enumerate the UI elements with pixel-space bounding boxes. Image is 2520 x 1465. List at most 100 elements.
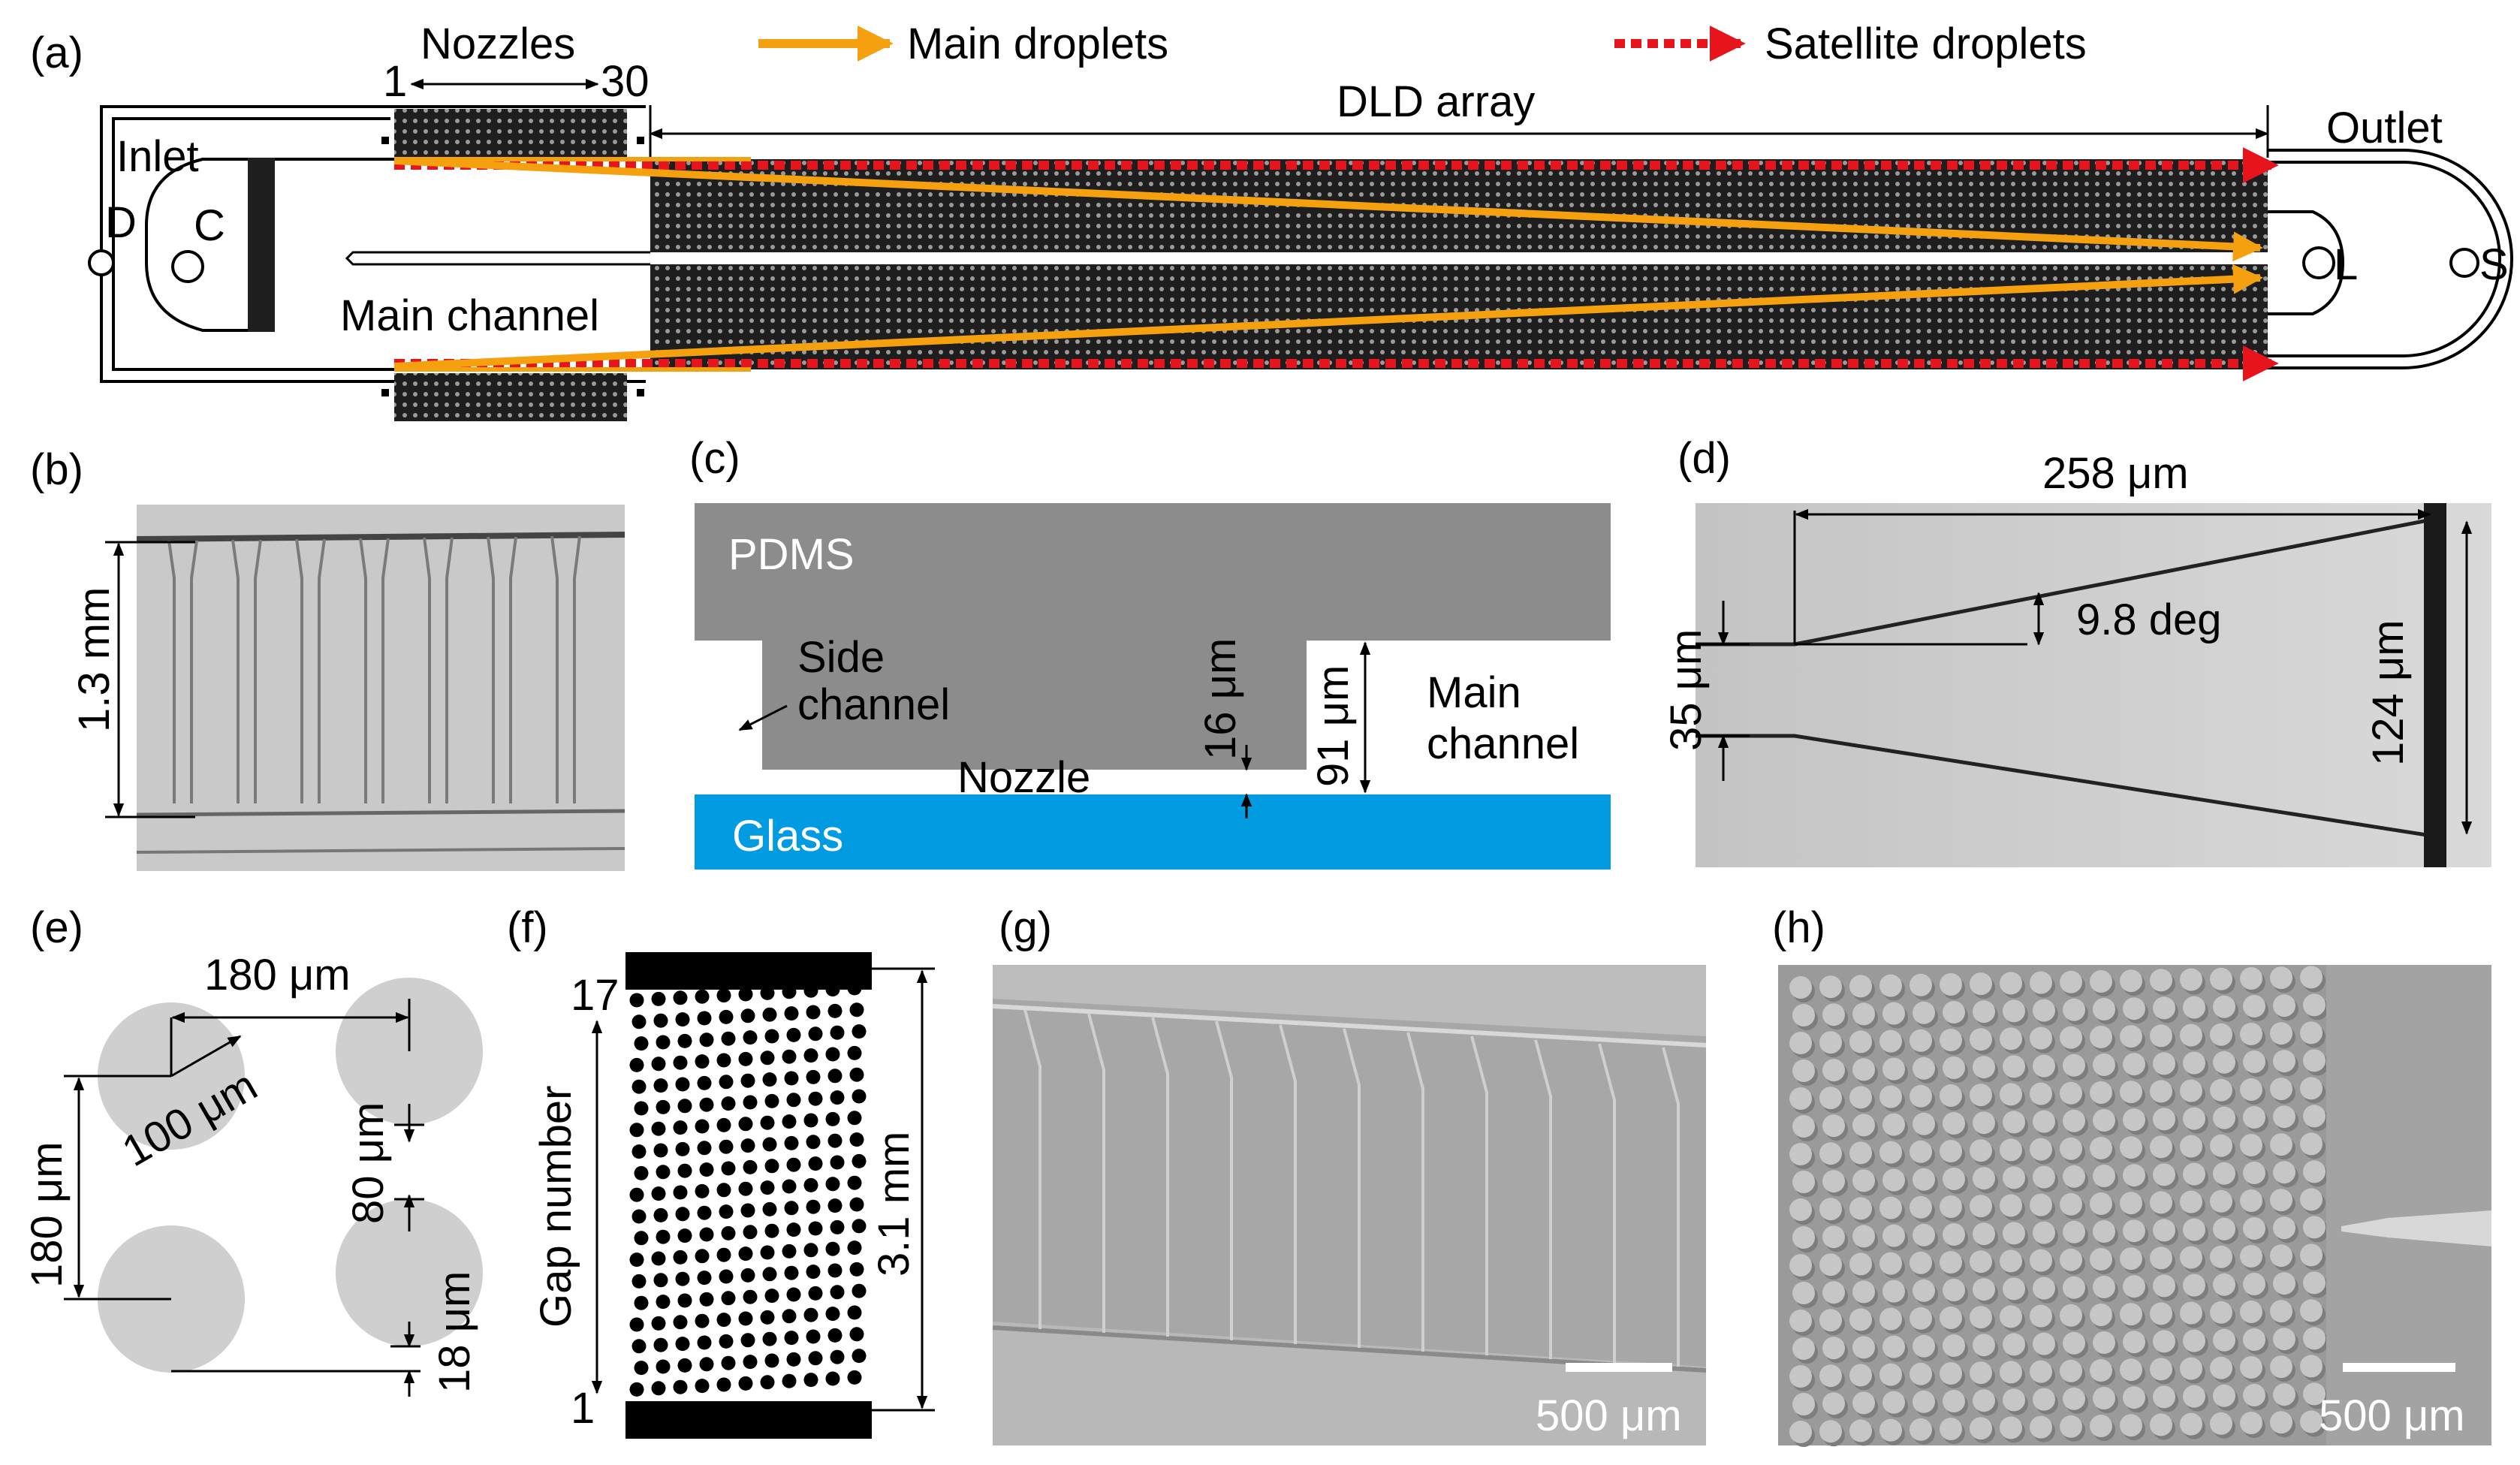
sem-pillar (1792, 1393, 1815, 1415)
pillar-dot (632, 1014, 647, 1029)
pillar-dot (803, 1048, 818, 1063)
sem-pillar (1910, 1084, 1932, 1108)
nozzle-marker (381, 389, 389, 396)
pitch-x-label: 180 μm (204, 951, 351, 999)
pillar-dot (784, 1006, 799, 1021)
sem-pillar (2120, 1247, 2142, 1271)
sem-pillar (1852, 1002, 1875, 1026)
sem-pillar (2063, 1331, 2085, 1355)
sem-pillar (1970, 972, 1992, 996)
pillar-dot (738, 1117, 753, 1132)
pdms-layer (695, 503, 1611, 770)
port-c-label: C (194, 201, 225, 250)
sem-pillar (2150, 1358, 2172, 1381)
pillar-dot (849, 1132, 864, 1147)
sem-pillar (2003, 1333, 2025, 1356)
pillar-dot (695, 989, 710, 1004)
pillar-dot (716, 1053, 731, 1068)
sem-pillar (2270, 1189, 2292, 1212)
sem-pillar (1882, 1280, 1905, 1303)
sem-pillar (1973, 1111, 1995, 1135)
offset-label: 18 μm (430, 1271, 479, 1393)
pillar-dot (695, 1249, 710, 1264)
sem-pillar (1943, 1001, 1965, 1023)
sem-pillar (2300, 1021, 2323, 1044)
sem-pillar (2210, 1134, 2232, 1157)
pillar-dot (830, 1155, 845, 1170)
nozzle-array-top (394, 109, 627, 157)
sem-pillar (1913, 1334, 1935, 1358)
channel-edge-top (136, 532, 625, 542)
pillar-dot (784, 1135, 799, 1150)
sem-pillar (1970, 1361, 1992, 1385)
side-channel-label-1: Side (797, 633, 885, 682)
main-droplet-trajectory-bottom (393, 264, 2263, 370)
sem-pillar (1940, 1195, 1962, 1218)
pillar-dot (803, 1307, 818, 1322)
pillar-dot (699, 1162, 714, 1177)
sem-pillar (2243, 1051, 2265, 1073)
sem-pillar (2300, 1243, 2323, 1267)
port-c-circle (171, 250, 204, 283)
sem-pillar (1792, 1115, 1815, 1138)
sem-pillar (2243, 1384, 2265, 1406)
sem-pillar (2210, 1356, 2232, 1379)
pillar-dot (825, 1047, 840, 1062)
sem-pillar (2030, 1026, 2052, 1050)
pillar-dot (653, 1207, 668, 1222)
sem-pillar (2063, 998, 2085, 1021)
sem-pillar (1879, 1196, 1902, 1219)
pillar-dot (827, 1198, 843, 1213)
sem-pillar (1879, 1085, 1902, 1108)
pillar-dot (721, 1225, 736, 1240)
sem-pillar (2150, 1413, 2172, 1436)
sem-pillar (1970, 1250, 1992, 1274)
sem-pillar (2003, 999, 2025, 1023)
pillar-dot (803, 1243, 818, 1258)
pillar-dot (695, 1313, 710, 1328)
pillar-dot (656, 1165, 671, 1180)
sem-pillar (2060, 1137, 2082, 1160)
sem-pillar (2240, 1023, 2262, 1045)
sem-pillar (2123, 1164, 2145, 1187)
pillar-dot (764, 1093, 779, 1108)
sem-pillar (2000, 1083, 2022, 1106)
panel-e: (e) 180 μm 100 μm 180 μm 80 μm 18 μm (23, 903, 483, 1397)
sem-pillar (1789, 1087, 1812, 1110)
sem-pillar (2033, 1277, 2055, 1300)
pillar-dot (656, 1099, 671, 1114)
length-label: 258 μm (2042, 449, 2189, 498)
pillar-dot (675, 1141, 690, 1156)
sem-pillar (2060, 1026, 2082, 1049)
pillar-dot (849, 1327, 864, 1342)
sem-pillar (1910, 1307, 1932, 1330)
sem-pillar (2090, 1137, 2112, 1159)
pillar-dot (629, 1187, 644, 1202)
pillar-dot (852, 1349, 867, 1364)
pillar-dot (782, 1179, 797, 1194)
sem-pillar (2210, 1412, 2232, 1435)
sem-pillar (1943, 1390, 1965, 1412)
panel-g: (g) 500 μm (992, 903, 1707, 1445)
sem-pillar (2270, 1411, 2292, 1434)
sem-pillar (1822, 1337, 1845, 1360)
sem-pillar (2153, 1163, 2175, 1186)
central-divider (345, 251, 650, 266)
sem-pillar (1822, 1003, 1845, 1026)
sem-pillar (1943, 1057, 1965, 1079)
pillar-dot (716, 1247, 731, 1262)
pillar-dot (716, 1183, 731, 1198)
sem-pillar (1882, 1168, 1905, 1192)
sem-pillar (1940, 1029, 1962, 1051)
sem-pillar (2240, 1245, 2262, 1268)
sem-pillar (2003, 1277, 2025, 1301)
inlet-outer-channel-inner (112, 117, 390, 371)
pillar-dots (629, 981, 867, 1397)
pillar-dot (782, 1309, 797, 1324)
sem-pillar (1970, 1306, 1992, 1329)
sem-pillar (2150, 1191, 2172, 1214)
pillar-dot (634, 1165, 649, 1180)
sem-pillar (2033, 1110, 2055, 1133)
sem-pillar (2120, 1192, 2142, 1215)
pillar-dot (699, 1292, 714, 1307)
